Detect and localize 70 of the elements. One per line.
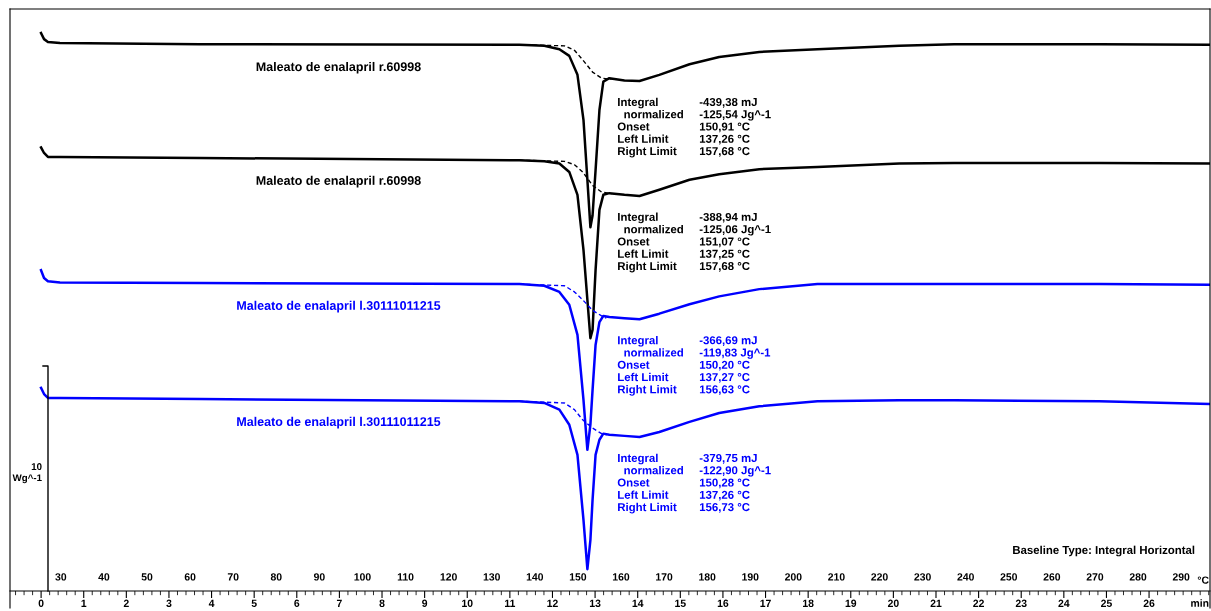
- annotation: -379,75 mJ -122,90 Jg^-1 150,28 °C 137,26 °C 156,73 °C: [699, 453, 771, 513]
- annotation: -388,94 mJ -125,06 Jg^-1 151,07 °C 137,25 °C 157,68 °C: [699, 212, 771, 272]
- x2-axis-title: min: [1191, 599, 1209, 607]
- x-tick-label: 180: [699, 573, 716, 581]
- x-tick-label: 210: [828, 573, 845, 581]
- x2-tick-label: 21: [930, 599, 942, 607]
- x-tick-label: 260: [1043, 573, 1061, 581]
- x-tick-label: 190: [742, 573, 759, 581]
- series-label: Maleato de enalapril r.60998: [256, 175, 421, 188]
- x2-tick-label: 12: [547, 599, 558, 607]
- x2-tick-label: 1: [81, 599, 87, 607]
- x-tick-label: 160: [612, 573, 630, 581]
- x2-tick-label: 15: [675, 599, 686, 607]
- x-tick-label: 140: [526, 573, 544, 581]
- x2-tick-label: 8: [379, 599, 385, 607]
- x2-tick-label: 4: [208, 599, 215, 607]
- x2-tick-label: 17: [760, 599, 771, 607]
- x2-tick-label: 2: [123, 599, 129, 607]
- x-tick-label: 60: [184, 573, 196, 581]
- annotation: Baseline Type: Integral Horizontal: [1013, 545, 1195, 557]
- x2-tick-label: 26: [1143, 599, 1155, 607]
- x-tick-label: 150: [569, 573, 587, 581]
- annotation: Integral normalized Onset Left Limit Right Limit: [617, 453, 683, 514]
- x-tick-label: 50: [141, 573, 153, 581]
- x-tick-label: 240: [957, 573, 974, 581]
- x2-tick-label: 16: [717, 599, 729, 607]
- series-label: Maleato de enalapril l.30111011215: [237, 300, 441, 313]
- x2-tick-label: 18: [803, 599, 814, 607]
- x-tick-label: 290: [1172, 573, 1190, 581]
- x-axis-title: °C: [1197, 576, 1209, 584]
- series-label: Maleato de enalapril r.60998: [256, 61, 421, 74]
- x2-tick-label: 6: [294, 599, 300, 607]
- x-tick-label: 230: [914, 573, 931, 581]
- x-tick-label: 40: [98, 573, 110, 581]
- x-tick-label: 200: [785, 573, 802, 581]
- x-tick-label: 220: [871, 573, 888, 581]
- x2-tick-label: 10: [462, 599, 473, 607]
- x2-tick-label: 14: [632, 599, 644, 607]
- x-tick-label: 30: [55, 573, 67, 581]
- x2-tick-label: 3: [166, 599, 172, 607]
- x-tick-label: 90: [313, 573, 325, 581]
- series-label: Maleato de enalapril l.30111011215: [237, 416, 441, 429]
- x-tick-label: 100: [354, 573, 371, 581]
- annotation: -366,69 mJ -119,83 Jg^-1 150,20 °C 137,27 °C 156,63 °C: [699, 336, 771, 396]
- x-tick-label: 110: [397, 573, 414, 581]
- x2-tick-label: 19: [845, 599, 857, 607]
- x2-tick-label: 22: [973, 599, 984, 607]
- annotation: -439,38 mJ -125,54 Jg^-1 150,91 °C 137,26 °C 157,68 °C: [699, 97, 771, 157]
- x2-tick-label: 11: [505, 599, 516, 607]
- x-tick-label: 270: [1086, 573, 1104, 581]
- annotation: 10 Wg^-1: [12, 463, 42, 484]
- x-tick-label: 80: [270, 573, 282, 581]
- x2-tick-label: 25: [1101, 599, 1112, 607]
- x2-tick-label: 23: [1015, 599, 1027, 607]
- x2-tick-label: 24: [1058, 599, 1070, 607]
- x-tick-label: 130: [483, 573, 500, 581]
- x2-tick-label: 20: [887, 599, 899, 607]
- x2-tick-label: 9: [422, 599, 428, 607]
- x2-tick-label: 7: [336, 599, 342, 607]
- x-tick-label: 250: [1000, 573, 1018, 581]
- x-tick-label: 70: [227, 573, 239, 581]
- annotation: Integral normalized Onset Left Limit Right Limit: [617, 97, 683, 158]
- x2-tick-label: 0: [38, 599, 44, 607]
- x2-tick-label: 13: [589, 599, 601, 607]
- annotation: Integral normalized Onset Left Limit Right Limit: [617, 335, 683, 396]
- x-tick-label: 120: [440, 573, 457, 581]
- annotation: Integral normalized Onset Left Limit Right Limit: [617, 212, 683, 273]
- x2-tick-label: 5: [251, 599, 257, 607]
- x-tick-label: 170: [656, 573, 673, 581]
- x-tick-label: 280: [1129, 573, 1147, 581]
